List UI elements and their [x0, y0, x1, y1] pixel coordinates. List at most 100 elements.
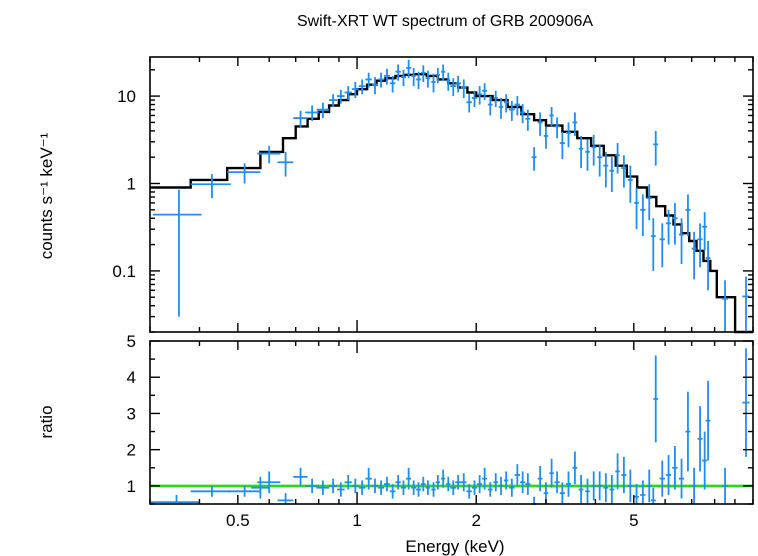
spectrum-data-point: [691, 231, 697, 280]
ratio-axes: 0.5 1 2 5 1 2 3 4 5: [127, 332, 754, 530]
spectrum-data-point: [627, 165, 633, 203]
ratio-data-point: [251, 476, 270, 499]
ratio-data-point: [351, 478, 359, 494]
spectrum-data-point: [406, 59, 412, 79]
ratio-data-point: [446, 476, 451, 492]
spectrum-data-point: [190, 174, 231, 199]
ratio-data-point: [597, 471, 603, 501]
spectrum-data-point: [378, 72, 385, 88]
spectrum-data-point: [371, 77, 379, 95]
spectrum-data-point: [482, 83, 488, 101]
spectrum-data-point: [559, 131, 565, 160]
spectrum-data-point: [477, 86, 483, 105]
ratio-data-point: [672, 446, 678, 490]
ratio-data-point: [471, 480, 478, 495]
spectrum-data-point: [609, 157, 615, 192]
ratio-data-point: [466, 484, 472, 499]
chart-title: Swift-XRT WT spectrum of GRB 200906A: [297, 13, 593, 30]
ratio-data-point: [634, 484, 639, 504]
spectrum-data-point: [653, 130, 659, 166]
spectrum-data-point: [257, 145, 281, 164]
spectrum-data-point: [525, 109, 531, 131]
spectrum-data-point: [659, 223, 665, 268]
spectrum-data-point: [305, 105, 319, 121]
ratio-data-point: [691, 467, 697, 504]
spectrum-data-point: [416, 71, 421, 90]
spectrum-data-point: [498, 98, 504, 119]
ratio-data-point: [455, 475, 461, 490]
ratio-data-point: [406, 467, 412, 490]
ratio-data-point: [578, 475, 584, 504]
x-axis-label: Energy (keV): [405, 537, 504, 556]
ratio-data-point: [721, 467, 729, 504]
ratio-data-point: [344, 475, 352, 490]
ratio-data-point: [425, 480, 431, 495]
spectrum-data-point: [520, 104, 526, 124]
ratio-data-point: [697, 406, 703, 472]
spectrum-data-point: [537, 112, 543, 136]
spectrum-panel: 0.1 1 10: [112, 56, 754, 334]
ratio-data-point: [554, 471, 560, 494]
ratio-data-point: [531, 496, 537, 505]
ratio-data-point: [389, 484, 396, 499]
ratio-data-point: [305, 478, 319, 494]
x-tick-label: 0.5: [226, 511, 250, 530]
y-tick-label: 10: [117, 87, 136, 106]
spectrum-data-point: [446, 72, 451, 91]
spectrum-data-point: [227, 163, 261, 184]
ratio-data-points: [150, 348, 750, 505]
ratio-data-point: [336, 482, 345, 497]
ratio-data-point: [646, 469, 652, 503]
spectrum-data-point: [293, 110, 308, 128]
spectrum-data-point: [585, 139, 590, 171]
spectrum-data-point: [549, 107, 554, 127]
y-tick-label: 5: [127, 332, 136, 351]
ratio-data-point: [482, 467, 488, 490]
ratio-data-point: [411, 480, 417, 495]
y-tick-label: 3: [127, 404, 136, 423]
spectrum-axes: 0.1 1 10: [112, 56, 754, 333]
spectrum-data-point: [509, 100, 515, 121]
spectrum-data-point: [316, 102, 330, 119]
spectrum-data-point: [531, 147, 537, 171]
spectrum-data-point: [336, 89, 345, 104]
spectrum-data-point: [634, 187, 639, 230]
ratio-data-point: [621, 456, 627, 494]
spectrum-data-point: [615, 143, 620, 174]
spectrum-data-point: [455, 75, 461, 93]
x-tick-label: 1: [352, 511, 361, 530]
ratio-data-point: [572, 451, 578, 485]
ratio-data-point: [525, 473, 531, 495]
spectrum-data-point: [554, 117, 560, 139]
ratio-data-point: [666, 455, 672, 495]
spectrum-data-point: [344, 86, 352, 101]
spectrum-data-point: [646, 184, 652, 221]
spectrum-data-point: [400, 69, 407, 87]
y-tick-label: 2: [127, 441, 136, 460]
ratio-data-point: [493, 473, 499, 492]
ratio-data-point: [227, 485, 261, 497]
y-tick-label: 1: [127, 477, 136, 496]
spectrum-data-point: [450, 78, 457, 97]
spectrum-data-point: [565, 122, 571, 148]
spectrum-data-point: [742, 276, 750, 332]
spectrum-data-point: [650, 218, 656, 271]
ratio-data-point: [509, 478, 515, 497]
ratio-data-point: [585, 478, 590, 504]
spectrum-data-point: [425, 70, 431, 88]
ratio-data-point: [316, 480, 330, 495]
ratio-plot-frame: [149, 340, 754, 505]
spectrum-data-point: [389, 75, 396, 93]
bottom-y-axis-label: ratio: [37, 405, 56, 438]
ratio-data-point: [190, 485, 231, 497]
ratio-data-point: [615, 453, 620, 490]
ratio-data-point: [293, 467, 308, 486]
ratio-data-point: [384, 476, 390, 492]
spectrum-data-point: [384, 68, 390, 85]
ratio-data-point: [416, 482, 421, 497]
ratio-data-point: [549, 458, 554, 488]
spectrum-data-point: [640, 194, 646, 237]
spectrum-data-point: [543, 126, 549, 149]
ratio-data-point: [498, 476, 504, 495]
ratio-data-point: [640, 480, 646, 504]
